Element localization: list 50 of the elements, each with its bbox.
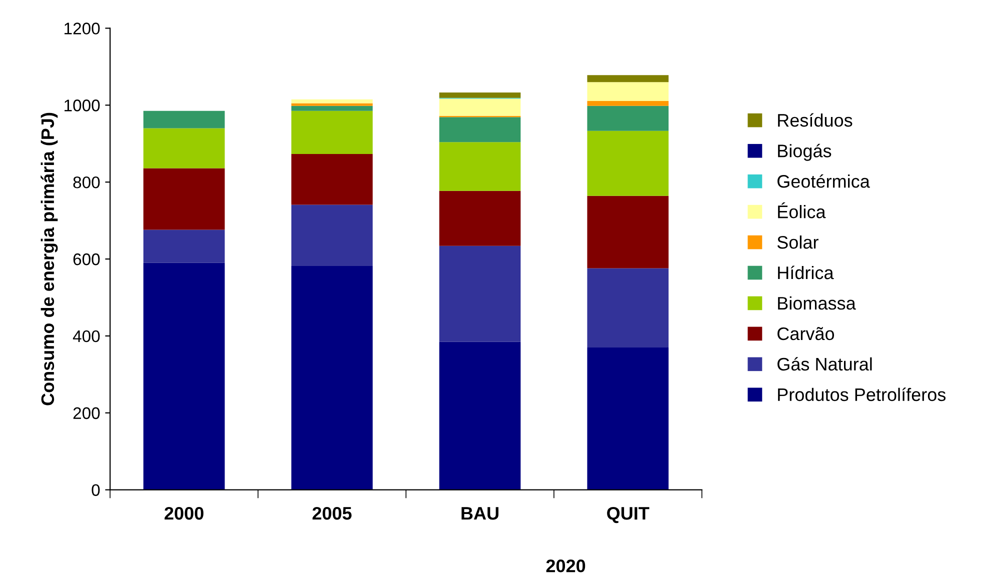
bar bbox=[143, 262, 225, 490]
bar bbox=[143, 110, 225, 128]
x-tick-label: BAU bbox=[462, 507, 498, 520]
bar bbox=[291, 106, 373, 111]
y-tick-label: 400 bbox=[72, 330, 100, 342]
bar bbox=[439, 92, 521, 98]
legend-label: Éolica bbox=[778, 202, 826, 218]
bar bbox=[439, 117, 521, 142]
legend-label: Biomassa bbox=[778, 296, 856, 310]
bar bbox=[439, 246, 521, 342]
bar bbox=[143, 128, 225, 168]
bar bbox=[587, 82, 669, 101]
bar bbox=[143, 168, 225, 230]
bar bbox=[587, 100, 669, 106]
x-tick-label: 2005 bbox=[312, 506, 352, 520]
legend-label: Geotérmica bbox=[778, 174, 870, 188]
bar bbox=[587, 196, 669, 268]
bar bbox=[587, 347, 669, 490]
bar bbox=[291, 204, 373, 266]
x-tick-label: QUIT bbox=[607, 506, 650, 524]
y-tick-label: 800 bbox=[73, 176, 100, 188]
x-axis-title: 2020 bbox=[546, 560, 586, 572]
bar bbox=[291, 99, 373, 104]
y-tick-label: 1200 bbox=[64, 22, 100, 34]
bar bbox=[439, 342, 521, 490]
bar bbox=[439, 98, 521, 116]
x-tick-label: 2000 bbox=[164, 506, 204, 520]
legend-label: Biogás bbox=[778, 144, 832, 161]
y-tick-label: 600 bbox=[73, 253, 100, 266]
legend-label: Solar bbox=[777, 235, 818, 249]
bar bbox=[143, 230, 225, 263]
y-tick-label: 200 bbox=[73, 407, 100, 420]
bar bbox=[291, 154, 373, 205]
legend-label: Gás Natural bbox=[778, 357, 872, 371]
bar bbox=[291, 103, 373, 106]
y-axis-title: Consumo de energia primária (PJ) bbox=[40, 112, 58, 406]
legend-label: Produtos Petrolíferos bbox=[778, 388, 946, 402]
legend-label: Resíduos bbox=[778, 113, 852, 127]
bar bbox=[439, 142, 521, 191]
legend-label: Carvão bbox=[778, 327, 834, 340]
bar bbox=[587, 130, 669, 196]
y-tick-label: 0 bbox=[92, 484, 100, 496]
bar bbox=[587, 268, 669, 348]
bar bbox=[587, 75, 669, 82]
legend-label: Hídrica bbox=[778, 266, 834, 280]
y-tick-label: 1000 bbox=[64, 100, 100, 112]
bar bbox=[291, 266, 373, 490]
bar bbox=[291, 110, 373, 154]
bar bbox=[439, 190, 521, 246]
bar bbox=[587, 106, 669, 131]
